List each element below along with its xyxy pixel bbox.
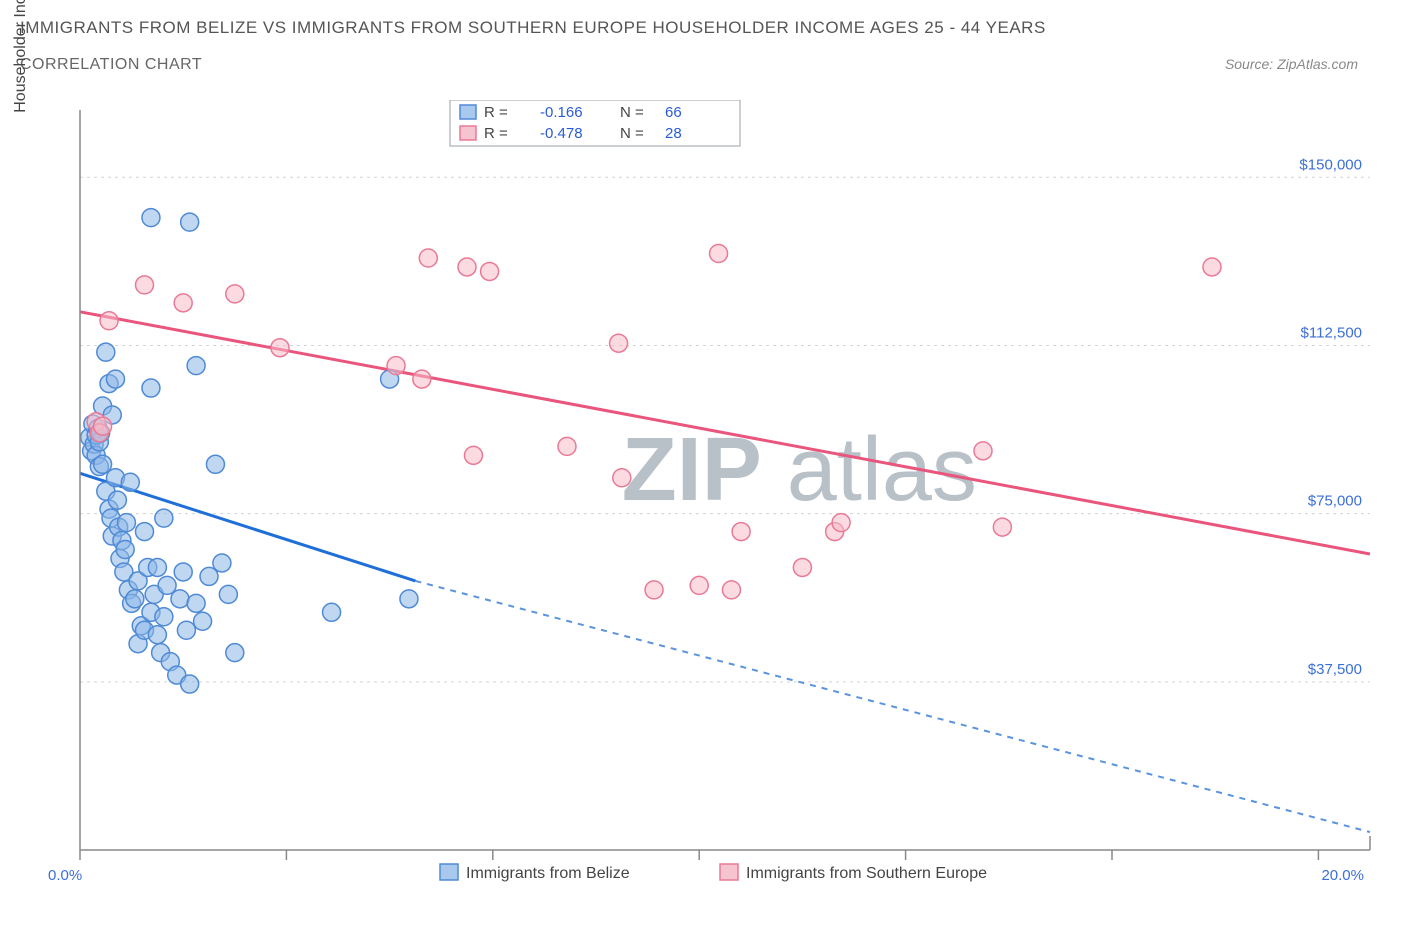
trendline-belize-extrapolated (415, 581, 1370, 832)
data-point-southern-europe (458, 258, 476, 276)
data-point-belize (116, 541, 134, 559)
legend-label-belize: Immigrants from Belize (466, 865, 630, 882)
legend-swatch-southern-europe (460, 126, 476, 140)
y-tick-label: $37,500 (1308, 661, 1362, 678)
data-point-belize (171, 590, 189, 608)
data-point-southern-europe (226, 285, 244, 303)
correlation-chart: Householder Income Ages 25 - 44 years $3… (20, 100, 1386, 880)
data-point-belize (155, 608, 173, 626)
legend-label-southern-europe: Immigrants from Southern Europe (746, 865, 987, 882)
data-point-belize (121, 473, 139, 491)
legend-r-label: R = (484, 125, 508, 142)
source-attribution: Source: ZipAtlas.com (1225, 56, 1386, 72)
y-tick-label: $150,000 (1299, 156, 1362, 173)
legend-n-label: N = (620, 104, 644, 121)
data-point-southern-europe (464, 446, 482, 464)
legend-swatch-southern-europe (720, 864, 738, 880)
data-point-southern-europe (413, 370, 431, 388)
data-point-southern-europe (613, 469, 631, 487)
data-point-belize (226, 644, 244, 662)
data-point-southern-europe (610, 334, 628, 352)
data-point-belize (181, 675, 199, 693)
data-point-southern-europe (1203, 258, 1221, 276)
data-point-southern-europe (387, 357, 405, 375)
data-point-southern-europe (136, 276, 154, 294)
data-point-belize (108, 491, 126, 509)
legend-r-southern-europe: -0.478 (540, 125, 583, 142)
data-point-belize (174, 563, 192, 581)
data-point-belize (219, 585, 237, 603)
data-point-belize (187, 594, 205, 612)
data-point-belize (142, 379, 160, 397)
data-point-belize (181, 213, 199, 231)
data-point-southern-europe (271, 339, 289, 357)
data-point-southern-europe (481, 262, 499, 280)
legend-r-belize: -0.166 (540, 104, 583, 121)
data-point-southern-europe (645, 581, 663, 599)
data-point-belize (126, 590, 144, 608)
data-point-belize (323, 603, 341, 621)
subtitle: CORRELATION CHART (20, 56, 202, 74)
legend-r-label: R = (484, 104, 508, 121)
data-point-southern-europe (732, 523, 750, 541)
data-point-belize (206, 455, 224, 473)
data-point-southern-europe (558, 437, 576, 455)
chart-svg: $37,500$75,000$112,500$150,000ZIPatlas0.… (20, 100, 1386, 900)
data-point-southern-europe (100, 312, 118, 330)
data-point-belize (194, 612, 212, 630)
data-point-belize (400, 590, 418, 608)
data-point-belize (142, 209, 160, 227)
data-point-southern-europe (419, 249, 437, 267)
data-point-belize (213, 554, 231, 572)
data-point-belize (106, 370, 124, 388)
legend-n-belize: 66 (665, 104, 682, 121)
data-point-southern-europe (793, 558, 811, 576)
legend-swatch-belize (440, 864, 458, 880)
legend-swatch-belize (460, 105, 476, 119)
data-point-belize (97, 343, 115, 361)
data-point-belize (187, 357, 205, 375)
legend-n-label: N = (620, 125, 644, 142)
data-point-southern-europe (94, 417, 112, 435)
data-point-southern-europe (690, 576, 708, 594)
data-point-southern-europe (722, 581, 740, 599)
y-tick-label: $112,500 (1301, 324, 1362, 341)
data-point-southern-europe (710, 245, 728, 263)
y-tick-label: $75,000 (1308, 493, 1362, 510)
x-tick-label: 20.0% (1321, 867, 1364, 884)
watermark: atlas (787, 420, 977, 520)
data-point-southern-europe (174, 294, 192, 312)
data-point-belize (177, 621, 195, 639)
data-point-belize (148, 558, 166, 576)
data-point-southern-europe (974, 442, 992, 460)
data-point-belize (117, 514, 135, 532)
data-point-southern-europe (832, 514, 850, 532)
main-title: IMMIGRANTS FROM BELIZE VS IMMIGRANTS FRO… (20, 18, 1386, 38)
data-point-belize (155, 509, 173, 527)
data-point-southern-europe (993, 518, 1011, 536)
x-tick-label: 0.0% (48, 867, 82, 884)
legend-n-southern-europe: 28 (665, 125, 682, 142)
data-point-belize (148, 626, 166, 644)
data-point-belize (136, 523, 154, 541)
y-axis-title: Householder Income Ages 25 - 44 years (12, 0, 30, 210)
